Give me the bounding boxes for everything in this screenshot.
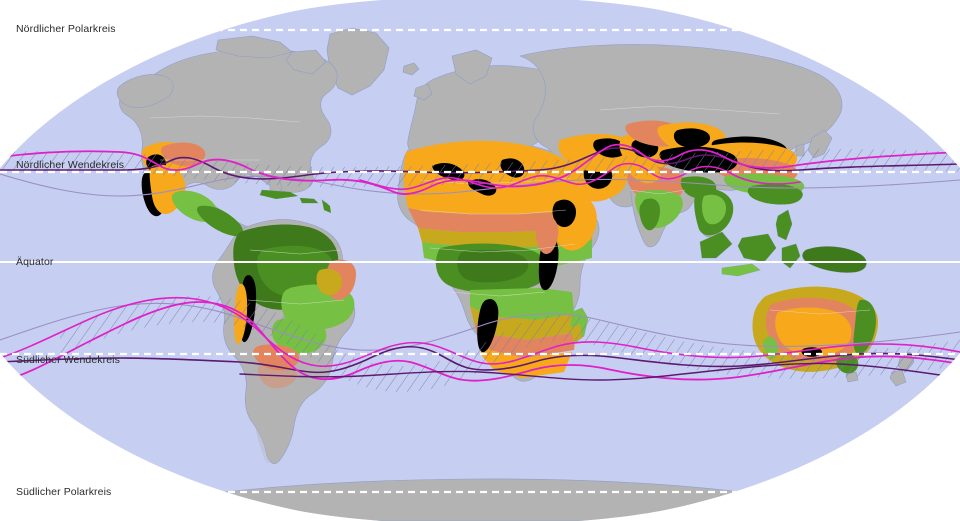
aridity-java-subhumid — [722, 264, 760, 276]
south-america-southern-cone — [249, 358, 298, 463]
label-tropic-of-cancer: Nördlicher Wendekreis — [16, 159, 125, 171]
aridity-antilles-humid — [322, 200, 331, 213]
aridity-africa-hyperarid-danakil — [552, 199, 576, 228]
landmass-british-isles — [413, 83, 433, 101]
label-equator: Äquator — [16, 256, 54, 268]
southern-magenta-boundary-upper — [0, 296, 960, 368]
aridity-sumatra-humid — [700, 232, 732, 258]
northern-lilac-boundary — [0, 173, 960, 197]
aridity-centralamerica-humid — [197, 205, 243, 237]
aridity-indochina-subhumid — [702, 194, 726, 225]
aridity-brazil-dry-subhumid — [316, 268, 342, 296]
landmass-iceland — [402, 62, 420, 76]
aridity-patagonia-fade — [257, 360, 298, 389]
aridity-newguinea-very-humid — [802, 246, 867, 273]
label-arctic-circle: Nördlicher Polarkreis — [16, 23, 116, 35]
southern-magenta-boundary — [0, 301, 960, 383]
aridity-hispaniola-humid — [300, 198, 318, 203]
aridity-australia-arid — [775, 307, 852, 356]
aridity-africa-semiarid-horn — [535, 215, 559, 255]
aridity-amazon-humid — [256, 245, 335, 297]
northern-magenta-boundary-inner — [359, 162, 801, 191]
aridity-centralasia-hyperarid — [673, 128, 710, 148]
label-tropic-of-capricorn: Südlicher Wendekreis — [16, 354, 120, 366]
aridity-borneo-humid — [738, 234, 776, 262]
aridity-philippines-humid — [776, 210, 792, 240]
label-antarctic-circle: Südlicher Polarkreis — [16, 486, 112, 498]
southern-lilac-boundary — [0, 302, 960, 351]
aridity-argentina-semiarid — [253, 344, 300, 371]
landmass-scandinavia — [451, 49, 493, 85]
aridity-africa-hyperarid-namib — [477, 298, 499, 353]
landmass-baffin — [285, 49, 327, 75]
aridity-africa-very-humid-basin — [457, 249, 529, 283]
landmass-alaska — [116, 74, 174, 108]
southern-purple-boundary — [0, 345, 960, 374]
aridity-australia-east-humid — [853, 299, 876, 355]
overlay-lines-layer — [0, 143, 960, 383]
landmass-canadian-arctic — [215, 35, 293, 59]
southern-purple-boundary-lower — [239, 362, 960, 381]
aridity-caribbean-humid — [260, 190, 298, 199]
aridity-india-humid-ghats — [639, 198, 660, 231]
aridity-china-humid-se — [747, 183, 803, 205]
